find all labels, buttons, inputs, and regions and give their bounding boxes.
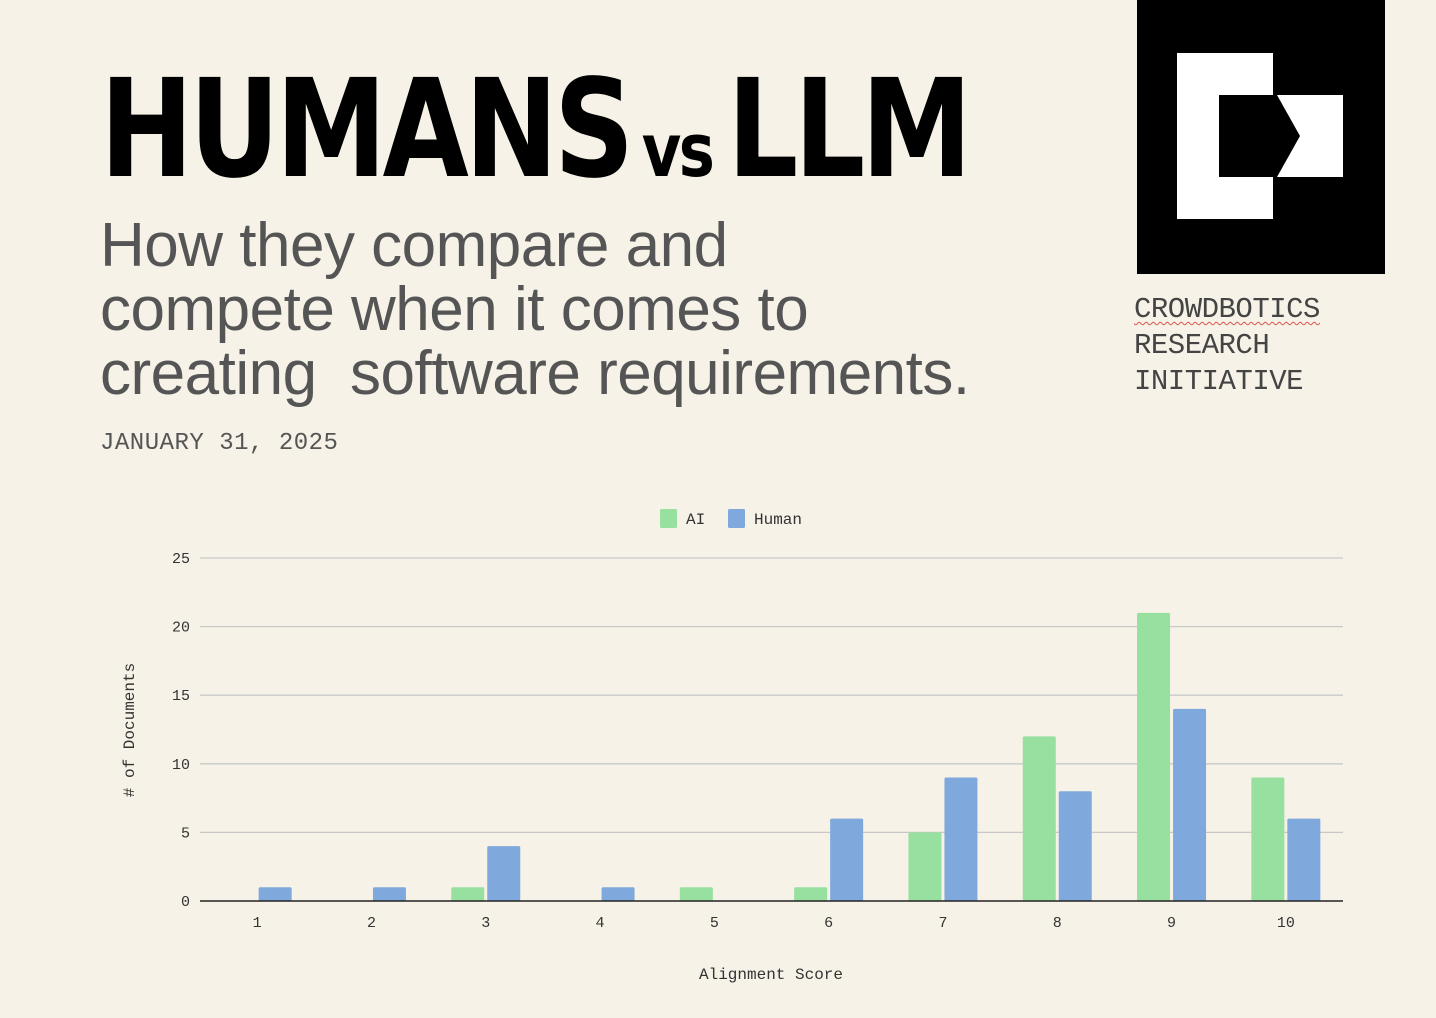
alignment-score-chart: AI Human 0 5 10 15 20 25 1 2 3 4 5 6 7 8 9 10 Alignment… (121, 509, 1343, 984)
bar-ai-3 (451, 887, 485, 901)
org-name: CROWDBOTICS RESEARCH INITIATIVE (1134, 292, 1320, 400)
org-line-1: CROWDBOTICS (1134, 293, 1320, 326)
org-line-2: RESEARCH (1134, 329, 1270, 362)
chart-bars (258, 612, 1321, 901)
publish-date: JANUARY 31, 2025 (100, 430, 339, 457)
chart-legend: AI Human (660, 509, 802, 529)
bar-human-2 (372, 887, 406, 901)
x-tick-label: 6 (824, 915, 833, 932)
bar-human-7 (944, 777, 978, 901)
bar-human-6 (830, 818, 864, 901)
bar-human-10 (1287, 818, 1321, 901)
legend-label-ai: AI (686, 511, 705, 529)
bar-human-9 (1173, 708, 1207, 901)
bar-ai-5 (679, 887, 713, 901)
legend-swatch-human (728, 509, 745, 528)
x-tick-label: 2 (367, 915, 376, 932)
x-tick-label: 4 (596, 915, 605, 932)
bar-ai-10 (1251, 777, 1285, 901)
bar-ai-7 (908, 832, 942, 901)
bar-human-3 (487, 846, 521, 901)
y-tick-label: 15 (172, 688, 190, 705)
x-axis-label: Alignment Score (699, 966, 843, 984)
x-tick-label: 1 (253, 915, 262, 932)
subtitle-line-3: creating software requirements. (100, 339, 970, 408)
page-subtitle: How they compare and compete when it com… (100, 214, 1100, 406)
org-line-3: INITIATIVE (1134, 365, 1304, 398)
bar-human-1 (258, 887, 292, 901)
title-llm: LLM (727, 51, 972, 209)
x-tick-label: 8 (1053, 915, 1062, 932)
subtitle-line-2: compete when it comes to (100, 275, 809, 344)
subtitle-line-1: How they compare and (100, 211, 728, 280)
x-axis-ticks: 1 2 3 4 5 6 7 8 9 10 (253, 915, 1295, 932)
bar-ai-6 (794, 887, 828, 901)
bar-ai-8 (1022, 736, 1056, 901)
x-tick-label: 10 (1277, 915, 1295, 932)
title-humans: HUMANS (100, 51, 634, 209)
logo-mark (1177, 53, 1343, 219)
y-tick-label: 10 (172, 757, 190, 774)
bar-human-4 (601, 887, 635, 901)
legend-label-human: Human (754, 511, 802, 529)
legend-swatch-ai (660, 509, 677, 528)
y-axis-ticks: 0 5 10 15 20 25 (172, 551, 190, 911)
y-tick-label: 25 (172, 551, 190, 568)
crowdbotics-logo-icon (1137, 0, 1385, 274)
chart-gridlines (200, 557, 1343, 834)
bar-ai-9 (1137, 612, 1171, 901)
title-vs: vs (641, 108, 715, 194)
page-title: HUMANS vs LLM (100, 60, 972, 221)
y-axis-label: # of Documents (121, 663, 139, 797)
y-tick-label: 20 (172, 620, 190, 637)
x-tick-label: 3 (481, 915, 490, 932)
bar-human-8 (1058, 791, 1092, 901)
y-tick-label: 0 (181, 894, 190, 911)
y-tick-label: 5 (181, 825, 190, 842)
x-tick-label: 5 (710, 915, 719, 932)
x-tick-label: 9 (1167, 915, 1176, 932)
x-tick-label: 7 (938, 915, 947, 932)
